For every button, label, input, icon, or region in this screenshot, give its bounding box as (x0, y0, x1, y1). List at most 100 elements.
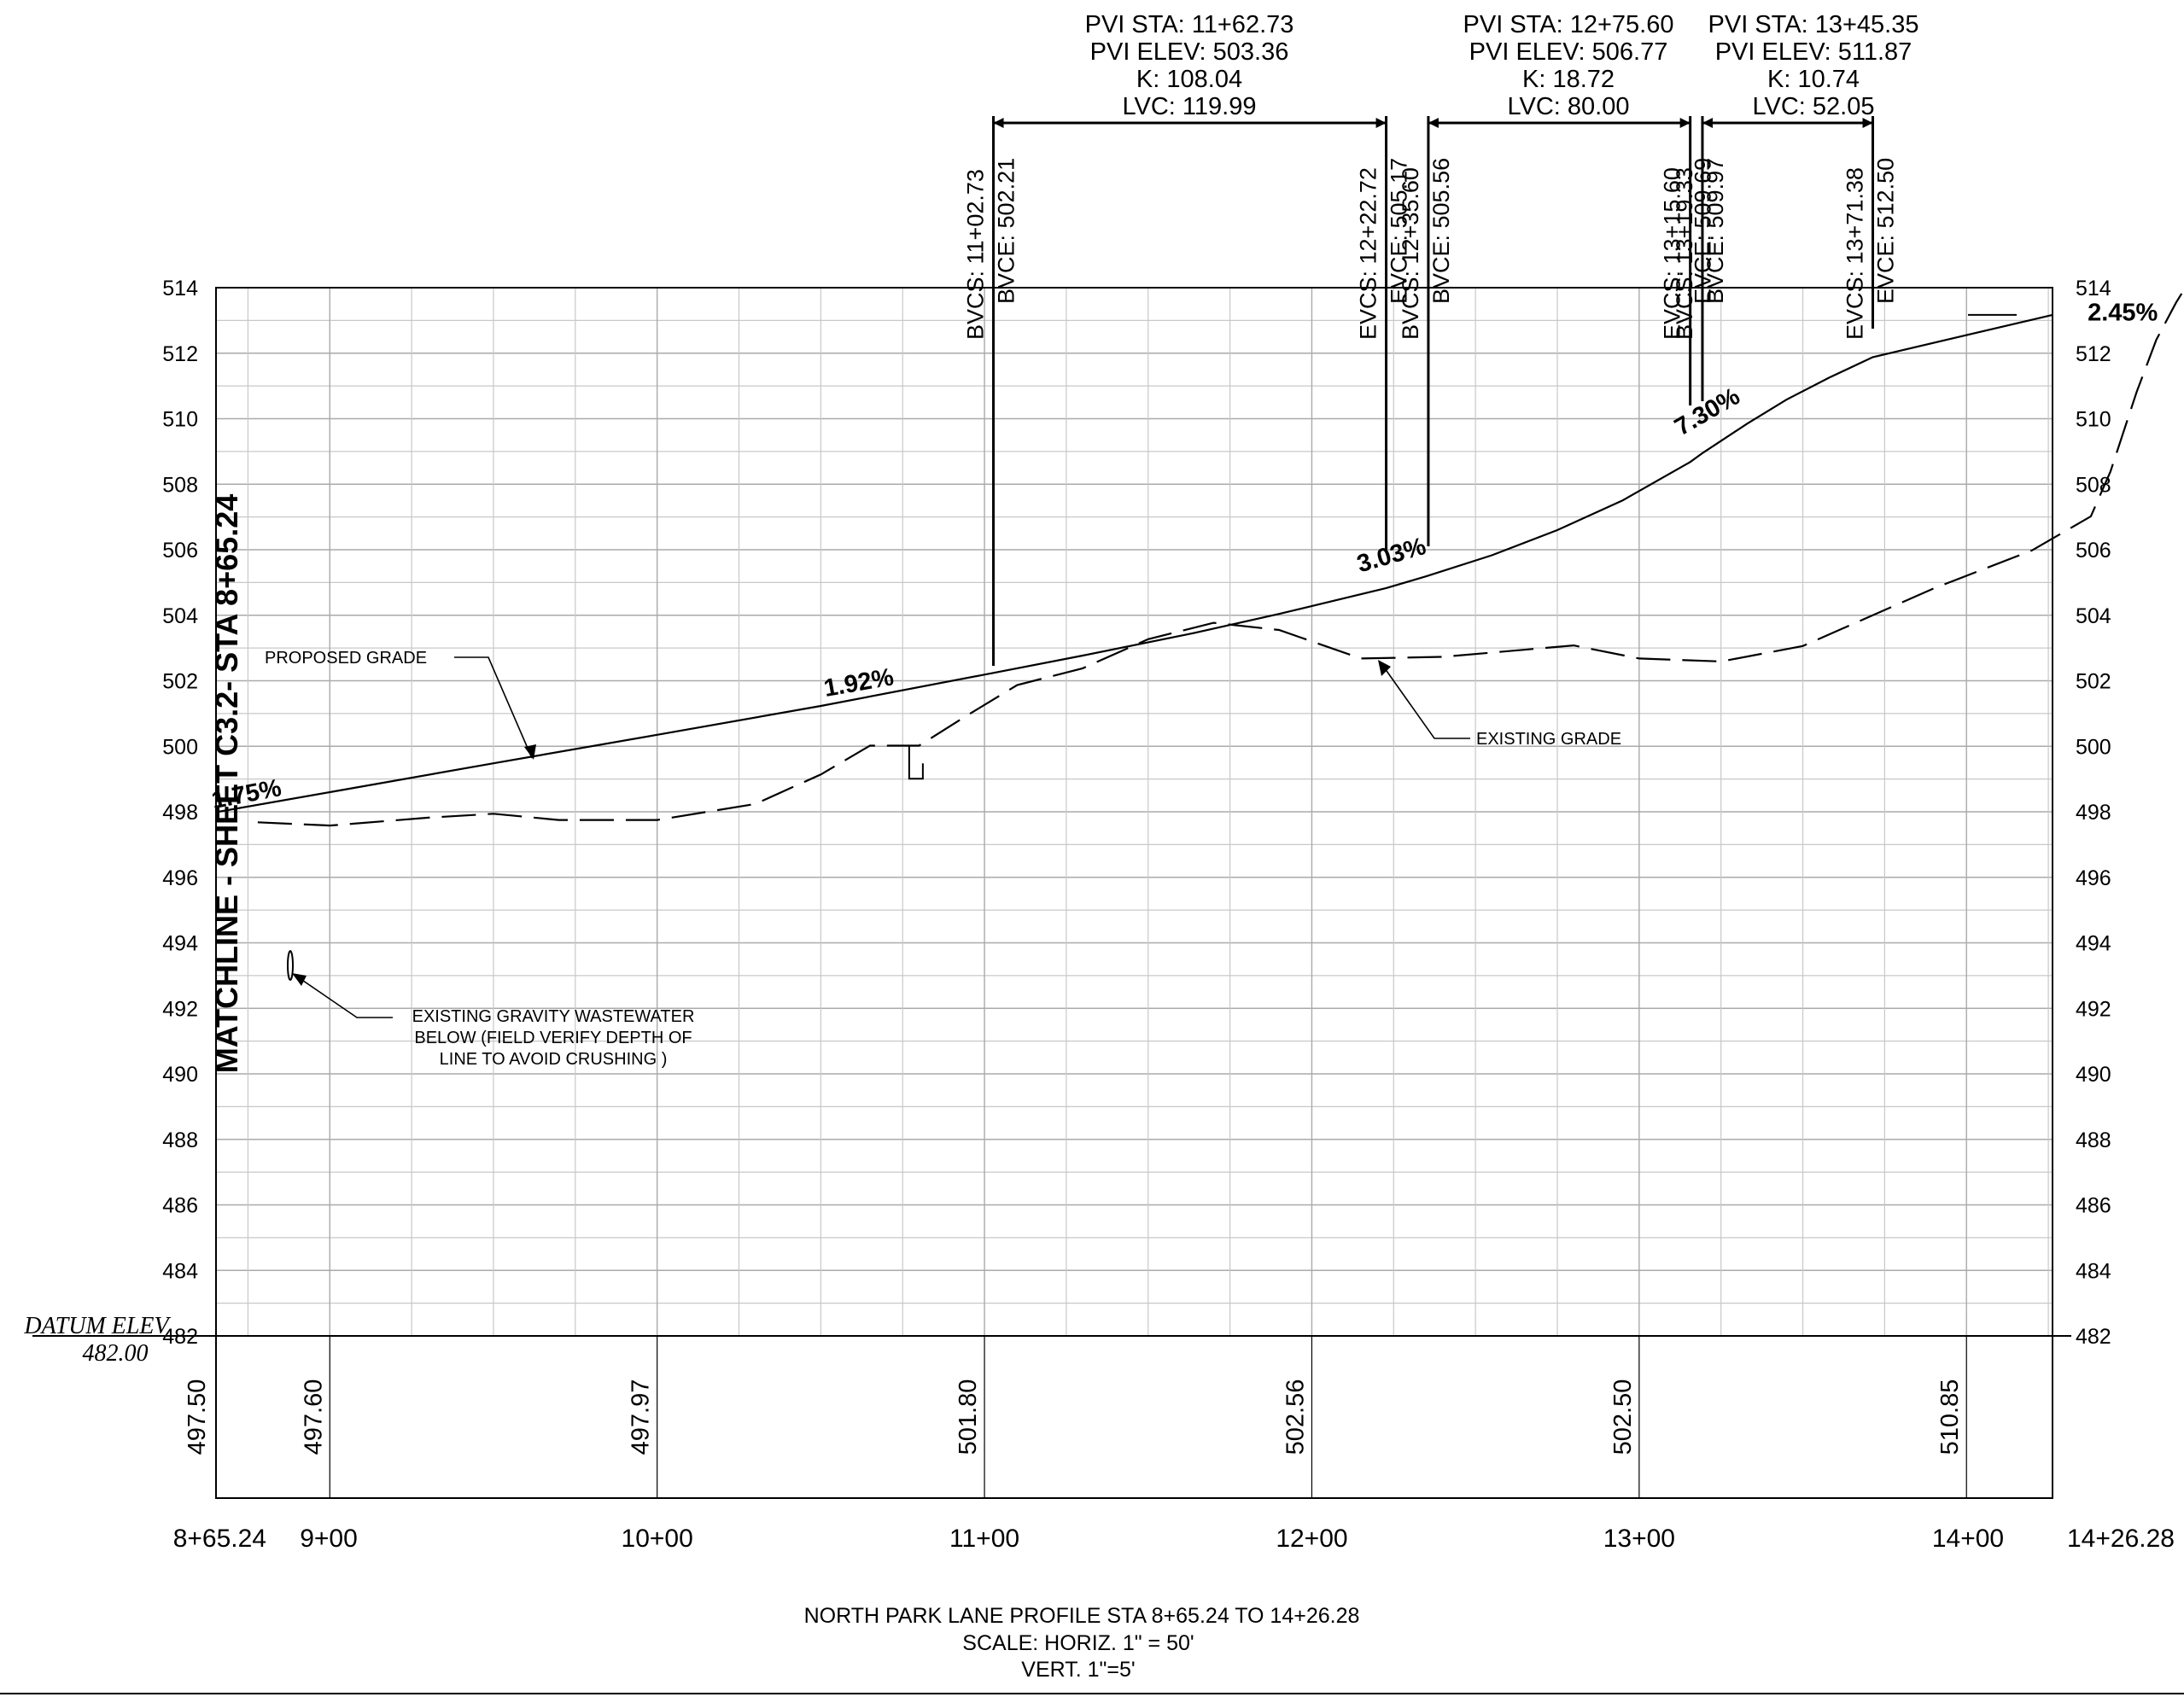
grade-percent-label: 2.45% (2088, 299, 2158, 326)
y-tick-label-left: 482 (162, 1325, 198, 1349)
y-tick-label-right: 494 (2076, 932, 2111, 956)
x-tick-label: 10+00 (622, 1525, 693, 1553)
y-tick-label-right: 502 (2076, 670, 2111, 694)
y-tick-label-left: 494 (162, 932, 198, 956)
title-block: MATCHLINE - SHEET C3.2- STA 8+65.24 DATU… (23, 494, 1359, 1682)
pvi-label: LVC: 52.05 (1753, 93, 1875, 120)
x-tick-label: 11+00 (949, 1525, 1019, 1553)
y-tick-label-right: 510 (2076, 408, 2111, 432)
station-callout-label: BVCS: 11+02.73 (963, 169, 989, 340)
y-tick-label-right: 506 (2076, 539, 2111, 563)
station-callout-label: EVCS: 13+15.60 (1660, 167, 1685, 340)
station-callout-label: BVCE: 509.97 (1702, 158, 1728, 304)
y-tick-label-right: 498 (2076, 801, 2111, 825)
pvi-label: K: 108.04 (1136, 66, 1242, 93)
annotation-wastewater-line-1: EXISTING GRAVITY WASTEWATER (412, 1007, 695, 1026)
leader-proposed-grade (454, 656, 533, 759)
y-tick-label-left: 486 (162, 1194, 198, 1218)
y-tick-label-right: 490 (2076, 1063, 2111, 1087)
x-tick-label: 8+65.24 (173, 1525, 266, 1553)
dimension-arrow (1679, 118, 1691, 128)
dimension-arrow (1428, 118, 1439, 128)
axis-labels: 514 514 512 512 510 510 508 508 506 506 504 504 502 5… (162, 277, 2175, 1553)
pvi-label: PVI STA: 12+75.60 (1463, 11, 1674, 38)
existing-elevation-label: 501.80 (955, 1379, 982, 1455)
existing-elevation-label: 497.60 (300, 1379, 327, 1455)
pvi-label: PVI ELEV: 503.36 (1090, 38, 1289, 66)
y-tick-label-left: 490 (162, 1063, 198, 1087)
datum-value: 482.00 (83, 1340, 149, 1367)
x-tick-label: 14+26.28 (2067, 1525, 2175, 1553)
dimension-arrow (1862, 118, 1873, 128)
y-tick-label-right: 492 (2076, 997, 2111, 1021)
y-tick-label-left: 506 (162, 539, 198, 563)
x-tick-label: 13+00 (1603, 1525, 1675, 1553)
y-tick-label-right: 514 (2076, 277, 2111, 300)
annotation-proposed-grade: PROPOSED GRADE (265, 649, 427, 668)
y-tick-label-left: 484 (162, 1259, 198, 1283)
pvi-label: LVC: 119.99 (1123, 93, 1257, 120)
grade-percent-label: 1.92% (822, 663, 896, 703)
y-tick-label-left: 502 (162, 670, 198, 694)
leader-arrow-wastewater (292, 973, 307, 986)
station-callout-label: BVCS: 13+19.33 (1672, 167, 1697, 340)
y-tick-label-left: 496 (162, 866, 198, 890)
y-tick-label-right: 486 (2076, 1194, 2111, 1218)
station-callout-label: EVCE: 505.17 (1387, 158, 1412, 304)
existing-elevation-label: 502.56 (1282, 1379, 1309, 1455)
pvi-label: K: 10.74 (1767, 66, 1860, 93)
station-callout-label: EVCE: 509.69 (1691, 158, 1716, 304)
pvi-label: LVC: 80.00 (1508, 93, 1630, 120)
profile-title: NORTH PARK LANE PROFILE STA 8+65.24 TO 1… (804, 1604, 1360, 1628)
y-tick-label-left: 514 (162, 277, 198, 300)
existing-elevation-label: 497.97 (628, 1379, 655, 1455)
pvi-label: K: 18.72 (1522, 66, 1615, 93)
existing-elevation-label: 510.85 (1936, 1379, 1964, 1455)
datum-label: DATUM ELEV (23, 1313, 171, 1339)
x-tick-label: 12+00 (1276, 1525, 1347, 1553)
y-tick-label-left: 512 (162, 342, 198, 366)
y-tick-label-left: 510 (162, 408, 198, 432)
scale-vertical: VERT. 1"=5' (1021, 1658, 1135, 1682)
station-callout-label: BVCE: 505.56 (1428, 158, 1454, 304)
pvi-label: PVI STA: 11+62.73 (1085, 11, 1294, 38)
station-callout-label: EVCE: 512.50 (1873, 158, 1899, 304)
y-tick-label-right: 504 (2076, 604, 2111, 628)
existing-elevation-label: 497.50 (184, 1379, 211, 1455)
y-tick-label-left: 492 (162, 997, 198, 1021)
annotation-wastewater-line-3: LINE TO AVOID CRUSHING ) (440, 1050, 668, 1069)
y-tick-label-left: 508 (162, 473, 198, 497)
grade-percent-label: 3.03% (1354, 533, 1429, 578)
y-tick-label-left: 488 (162, 1128, 198, 1152)
station-callout-label: BVCS: 12+35.60 (1398, 167, 1423, 340)
y-tick-label-right: 484 (2076, 1259, 2111, 1283)
leader-existing-grade (1380, 662, 1470, 739)
matchline-label: MATCHLINE - SHEET C3.2- STA 8+65.24 (209, 494, 244, 1073)
pvi-label: PVI ELEV: 506.77 (1469, 38, 1668, 66)
station-callout-label: EVCS: 12+22.72 (1356, 167, 1381, 340)
y-tick-label-right: 482 (2076, 1325, 2111, 1349)
annotation-wastewater-line-2: BELOW (FIELD VERIFY DEPTH OF (414, 1029, 692, 1047)
proposed-grade-line (215, 313, 2053, 814)
annotations: PROPOSED GRADE EXISTING GRADE EXISTING G… (265, 649, 1621, 1069)
y-tick-label-right: 500 (2076, 735, 2111, 759)
pvi-label: PVI ELEV: 511.87 (1715, 38, 1912, 66)
culvert-notch (908, 746, 924, 780)
station-callout-label: BVCE: 502.21 (994, 158, 1019, 304)
y-tick-label-right: 496 (2076, 866, 2111, 890)
y-tick-label-right: 512 (2076, 342, 2111, 366)
grid (0, 287, 2184, 1694)
annotation-existing-grade: EXISTING GRADE (1476, 730, 1621, 749)
y-tick-label-left: 500 (162, 735, 198, 759)
elevation-table-frame (215, 1335, 2053, 1499)
existing-grade-line (257, 288, 2184, 827)
scale-horizontal: SCALE: HORIZ. 1" = 50' (962, 1631, 1194, 1655)
station-callout-label: EVCS: 13+71.38 (1842, 167, 1868, 340)
leader-arrow-existing (1378, 660, 1391, 676)
dimension-arrow (993, 118, 1004, 128)
y-tick-label-right: 508 (2076, 473, 2111, 497)
dimension-arrow (1702, 118, 1713, 128)
y-tick-label-right: 488 (2076, 1128, 2111, 1152)
